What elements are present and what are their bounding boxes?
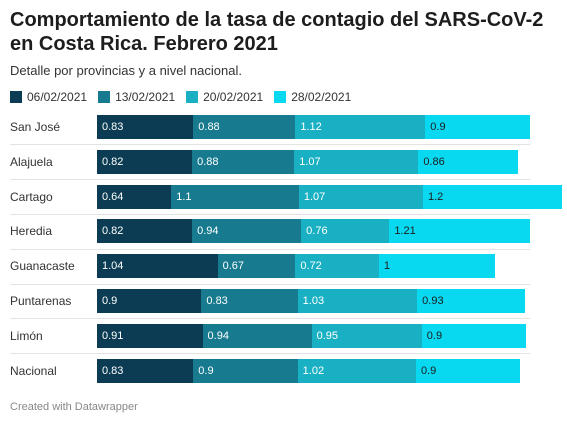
category-label: Heredia <box>10 224 53 239</box>
bar-segment <box>192 219 302 244</box>
bar-value-label: 0.91 <box>102 329 124 342</box>
bar-segment <box>298 184 423 209</box>
bar-value-label: 0.88 <box>198 121 220 133</box>
chart-legend: 06/02/2021 13/02/2021 20/02/2021 28/02/2021 <box>10 89 362 105</box>
bar-value-label: 0.95 <box>316 329 339 342</box>
category-label: Puntarenas <box>10 294 72 308</box>
bar-segment <box>425 115 530 139</box>
bar-value-label: 0.83 <box>102 121 124 133</box>
bar-value-label: 0.64 <box>102 190 124 203</box>
bar-value-label: 1.2 <box>427 190 444 203</box>
chart-subtitle: Detalle por provincias y a nivel naciona… <box>10 63 242 78</box>
bar-value-label: 0.9 <box>430 121 446 133</box>
bar-segment <box>193 115 296 139</box>
bar-segment <box>97 149 193 174</box>
bar-value-label: 1 <box>383 260 390 273</box>
bar-segment <box>295 254 379 279</box>
bar-value-label: 1.12 <box>300 121 322 133</box>
bar-segment <box>416 358 521 383</box>
bar-segment <box>295 115 426 139</box>
bar-segment <box>378 254 495 279</box>
bar-segment <box>97 115 194 139</box>
bar-segment <box>311 323 422 348</box>
bar-value-label: 0.94 <box>207 329 229 342</box>
legend-swatch <box>274 91 287 103</box>
bar-segment <box>192 149 295 174</box>
bar-segment <box>297 358 416 383</box>
bar-segment <box>97 289 202 313</box>
bar-segment <box>97 254 218 279</box>
legend-item: 28/02/2021 <box>274 90 351 104</box>
bar-value-label: 0.93 <box>422 295 444 307</box>
category-label: Nacional <box>10 363 57 378</box>
bar-segment <box>193 358 298 383</box>
bar-value-label: 0.9 <box>198 364 214 377</box>
bar-value-label: 0.9 <box>426 329 443 342</box>
legend-item: 13/02/2021 <box>98 90 175 104</box>
bar-segment <box>294 149 419 174</box>
bar-value-label: 0.82 <box>102 225 124 238</box>
bar-value-label: 0.82 <box>102 155 124 168</box>
legend-label: 13/02/2021 <box>115 90 176 104</box>
row-separator <box>10 213 530 215</box>
bar-value-label: 0.76 <box>306 225 328 238</box>
bar-value-label: 1.07 <box>303 190 326 203</box>
bar-value-label: 1.03 <box>302 295 325 307</box>
bar-segment <box>418 149 519 174</box>
bar-segment <box>201 289 298 313</box>
stacked-bar-chart: San José 0.83 0.88 1.12 0.9 Alajuela 0.82 0.88 1… <box>0 109 567 389</box>
bar-value-label: 0.72 <box>300 260 322 273</box>
category-label: Alajuela <box>10 154 53 169</box>
bar-segment <box>202 323 312 348</box>
bar-value-label: 0.83 <box>206 295 228 307</box>
bar-value-label: 0.88 <box>197 155 219 168</box>
bar-value-label: 0.94 <box>197 225 219 238</box>
row-separator <box>10 283 530 285</box>
datawrapper-credit: Created with Datawrapper <box>10 401 138 413</box>
row-separator <box>10 318 530 320</box>
bar-segment <box>421 323 527 348</box>
chart-title: Comportamiento de la tasa de contagio de… <box>10 9 544 55</box>
bar-value-label: 1.02 <box>302 364 325 377</box>
row-separator <box>10 353 530 355</box>
bar-segment <box>417 289 526 313</box>
category-label: Limón <box>10 328 43 343</box>
legend-swatch <box>186 91 199 103</box>
bar-value-label: 0.9 <box>102 295 118 307</box>
legend-item: 06/02/2021 <box>10 90 87 104</box>
row-separator <box>10 144 530 146</box>
category-label: San José <box>10 120 61 134</box>
bar-segment <box>217 254 296 279</box>
bar-value-label: 1.04 <box>102 260 124 273</box>
legend-label: 28/02/2021 <box>291 90 352 104</box>
bar-value-label: 1.1 <box>176 190 192 203</box>
row-separator <box>10 248 530 250</box>
legend-label: 06/02/2021 <box>27 90 88 104</box>
bar-value-label: 1.21 <box>394 225 416 238</box>
bar-segment <box>97 184 172 209</box>
legend-label: 20/02/2021 <box>203 90 264 104</box>
bar-value-label: 1.07 <box>299 155 321 168</box>
bar-value-label: 0.83 <box>102 364 124 377</box>
category-label: Cartago <box>10 189 53 204</box>
bar-segment <box>171 184 299 209</box>
legend-item: 20/02/2021 <box>186 90 263 104</box>
bar-segment <box>97 323 203 348</box>
bar-segment <box>422 184 563 209</box>
bar-segment <box>301 219 390 244</box>
bar-value-label: 0.86 <box>423 155 445 168</box>
bar-value-label: 0.9 <box>421 364 437 377</box>
bar-segment <box>97 219 193 244</box>
row-separator <box>10 179 530 181</box>
bar-value-label: 0.67 <box>222 260 245 273</box>
category-label: Guanacaste <box>10 259 75 274</box>
bar-segment <box>97 358 194 383</box>
legend-swatch <box>98 91 111 103</box>
bar-segment <box>389 219 530 244</box>
bar-segment <box>297 289 418 313</box>
legend-swatch <box>10 91 22 103</box>
